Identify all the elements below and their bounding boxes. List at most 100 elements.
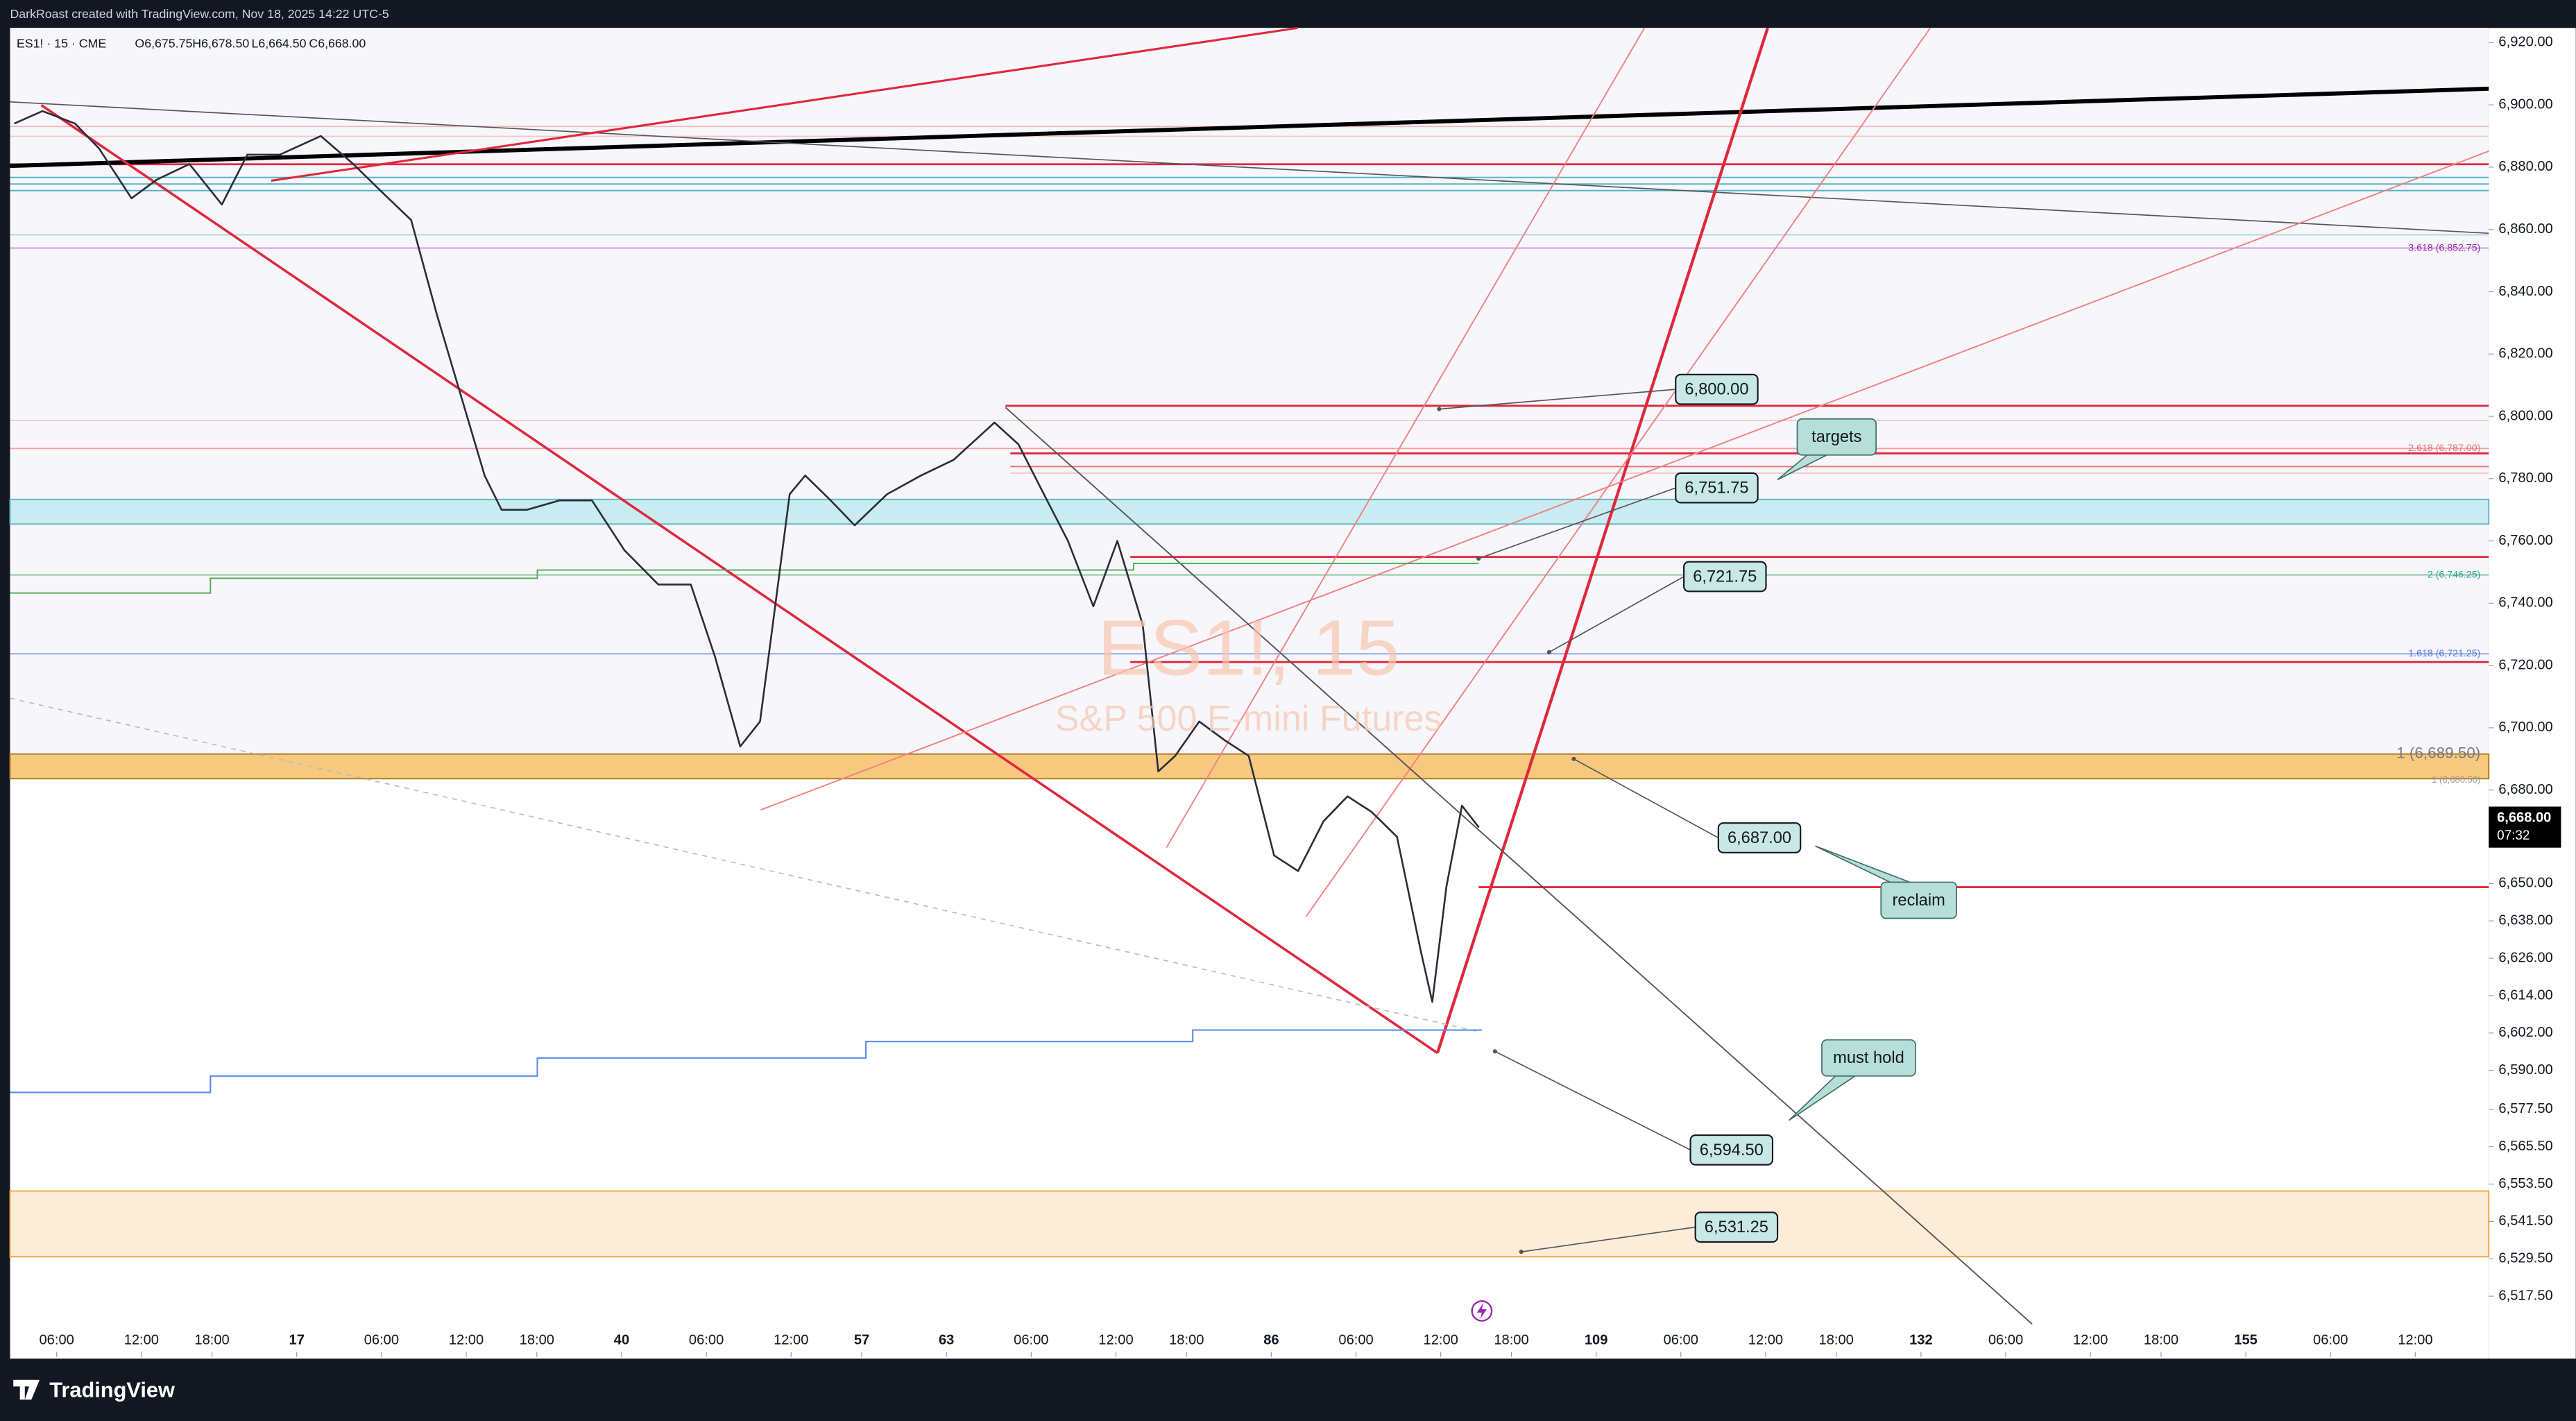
- callout-text: 6,721.75: [1693, 568, 1757, 586]
- callout-text: 6,594.50: [1700, 1141, 1764, 1159]
- x-tick-label: 12:00: [1748, 1332, 1783, 1347]
- support-zone: [9, 1190, 2490, 1258]
- ohlc-close: C6,668.00: [309, 37, 366, 51]
- y-tick-label: 6,638.00: [2498, 913, 2552, 928]
- x-tick-label: 57: [854, 1332, 869, 1347]
- callout-box: [1694, 1211, 1779, 1243]
- x-tick-label: 18:00: [1819, 1332, 1854, 1347]
- credit: DarkRoast created with TradingView.com, …: [10, 7, 389, 21]
- fib-label: 2 (6,746.25): [2428, 569, 2481, 580]
- step-line: [10, 563, 1479, 594]
- x-tick-label: 12:00: [1098, 1332, 1133, 1347]
- callout-anchor: [1476, 556, 1481, 561]
- price-tag: [2489, 806, 2561, 848]
- x-tick-label: 18:00: [194, 1332, 229, 1347]
- callout-anchor: [1519, 1250, 1524, 1254]
- price-axis: [2489, 28, 2576, 1359]
- note-box: [1796, 418, 1877, 456]
- y-tick-label: 6,517.50: [2498, 1288, 2552, 1303]
- x-tick-label: 12:00: [2073, 1332, 2108, 1347]
- x-tick-label: 17: [289, 1332, 305, 1347]
- ohlc-low: L6,664.50: [252, 37, 307, 51]
- y-tick-label: 6,680.00: [2498, 782, 2552, 797]
- fib-label: 3.618 (6,852.75): [2408, 242, 2480, 253]
- x-tick-label: 06:00: [1338, 1332, 1373, 1347]
- x-tick-label: 06:00: [1988, 1332, 2023, 1347]
- note-text: reclaim: [1893, 892, 1945, 910]
- x-tick-label: 06:00: [2313, 1332, 2348, 1347]
- drawing-line: [40, 104, 1438, 1055]
- note-box: [1821, 1039, 1916, 1077]
- y-tick-label: 6,880.00: [2498, 159, 2552, 174]
- price-line: [14, 110, 1480, 1003]
- watermark-subtitle: S&P 500 E-mini Futures: [1055, 699, 1442, 739]
- y-tick-label: 6,626.00: [2498, 950, 2552, 965]
- x-tick-label: 06:00: [1014, 1332, 1048, 1347]
- x-tick-label: 86: [1263, 1332, 1279, 1347]
- plot-band: [10, 28, 2489, 754]
- watermark-title: ES1!, 15: [1098, 604, 1400, 692]
- y-tick-label: 6,800.00: [2498, 408, 2552, 423]
- y-tick-label: 6,720.00: [2498, 657, 2552, 672]
- x-tick-label: 12:00: [774, 1332, 808, 1347]
- x-tick-label: 18:00: [2144, 1332, 2178, 1347]
- y-tick-label: 6,529.50: [2498, 1251, 2552, 1266]
- x-tick-label: 18:00: [520, 1332, 554, 1347]
- fib-label: 2.618 (6,787.00): [2408, 443, 2480, 454]
- fib-label: 1 (6,680.50): [2432, 774, 2480, 785]
- alert-icon[interactable]: [1471, 1300, 1493, 1322]
- ohlc-high: H6,678.50: [192, 37, 249, 51]
- callout-box: [1717, 822, 1802, 853]
- y-tick-label: 6,920.00: [2498, 35, 2552, 50]
- x-tick-label: 132: [1909, 1332, 1933, 1347]
- fib-label: 1.618 (6,721.25): [2408, 648, 2480, 659]
- callout-pointer: [1521, 1226, 1696, 1252]
- y-tick-label: 6,860.00: [2498, 221, 2552, 237]
- callout-anchor: [1571, 756, 1576, 761]
- y-tick-label: 6,840.00: [2498, 284, 2552, 299]
- note-text: must hold: [1833, 1049, 1904, 1067]
- drawing-line: [1005, 407, 2033, 1325]
- y-tick-label: 6,577.50: [2498, 1101, 2552, 1116]
- drawing-line: [10, 86, 2489, 169]
- x-tick-label: 12:00: [1424, 1332, 1458, 1347]
- price-tag-countdown: 07:32: [2497, 828, 2530, 843]
- x-tick-label: 63: [939, 1332, 954, 1347]
- drawing-line: [760, 150, 2489, 811]
- callout-pointer: [1494, 1050, 1691, 1151]
- marks: [14, 110, 1480, 1003]
- x-tick-label: 155: [2234, 1332, 2258, 1347]
- y-tick-label: 6,614.00: [2498, 987, 2552, 1003]
- y-tick-label: 6,602.00: [2498, 1025, 2552, 1040]
- callout-text: 6,687.00: [1728, 829, 1791, 847]
- callout-pointer: [1549, 576, 1684, 653]
- x-tick-label: 06:00: [39, 1332, 74, 1347]
- brand-logo: [13, 1379, 40, 1400]
- callout-box: [1689, 1134, 1774, 1166]
- callout-anchor: [1437, 407, 1442, 411]
- teal-zone: [9, 498, 2490, 525]
- step-line: [10, 1029, 1482, 1094]
- callout-text: 6,531.25: [1705, 1218, 1768, 1236]
- alert-bolt: [1476, 1302, 1487, 1320]
- note-box: [1880, 881, 1957, 919]
- y-tick-label: 6,760.00: [2498, 533, 2552, 548]
- x-tick-label: 18:00: [1494, 1332, 1528, 1347]
- y-tick-label: 6,740.00: [2498, 595, 2552, 611]
- drawing-line: [271, 26, 1298, 182]
- y-tick-label: 6,900.00: [2498, 96, 2552, 112]
- callout-text: 6,751.75: [1684, 479, 1748, 497]
- callout-pointer: [1439, 389, 1676, 410]
- callout-anchor: [1546, 649, 1552, 655]
- y-tick-label: 6,700.00: [2498, 720, 2552, 735]
- symbol: ES1! · 15 · CME: [17, 37, 106, 51]
- x-tick-label: 109: [1585, 1332, 1608, 1347]
- y-tick-label: 6,565.50: [2498, 1139, 2552, 1154]
- y-tick-label: 6,780.00: [2498, 470, 2552, 486]
- ohlc-open: O6,675.75: [135, 37, 192, 51]
- callout-text: 6,800.00: [1684, 381, 1748, 399]
- x-tick-label: 06:00: [364, 1332, 399, 1347]
- x-tick-label: 12:00: [449, 1332, 484, 1347]
